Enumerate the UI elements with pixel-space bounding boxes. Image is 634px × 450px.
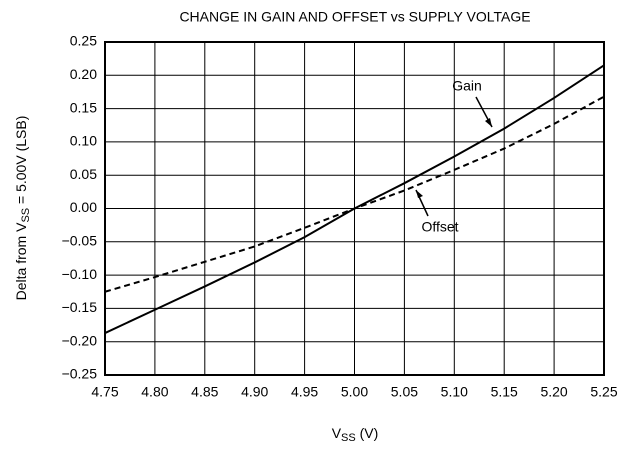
y-axis-label: Delta from VSS = 5.00V (LSB) xyxy=(13,116,32,301)
arrowhead xyxy=(485,118,492,127)
x-tick-label: 4.90 xyxy=(241,384,268,400)
y-tick-label: 0.00 xyxy=(70,199,97,215)
series-label: Gain xyxy=(452,78,482,94)
y-tick-label: 0.10 xyxy=(70,133,97,149)
x-tick-label: 5.00 xyxy=(341,384,368,400)
x-tick-label: 4.85 xyxy=(191,384,218,400)
y-label-sub: SS xyxy=(20,208,32,223)
y-tick-label: 0.15 xyxy=(70,99,97,115)
x-label-main: V xyxy=(332,425,342,441)
chart-title: CHANGE IN GAIN AND OFFSET vs SUPPLY VOLT… xyxy=(179,9,530,25)
arrowhead xyxy=(416,190,423,198)
x-tick-label: 5.10 xyxy=(441,384,468,400)
plot-frame xyxy=(104,41,605,376)
y-tick-label: 0.05 xyxy=(70,166,97,182)
x-tick-label: 4.75 xyxy=(91,384,118,400)
y-tick-label: −0.25 xyxy=(62,366,98,382)
y-label-main: Delta from V xyxy=(13,222,29,300)
x-tick-label: 5.15 xyxy=(491,384,518,400)
x-tick-label: 5.20 xyxy=(540,384,567,400)
x-axis-label: VSS (V) xyxy=(332,425,379,444)
y-tick-label: −0.10 xyxy=(62,266,98,282)
x-label-sub: SS xyxy=(341,432,356,444)
y-tick-label: −0.15 xyxy=(62,299,98,315)
y-tick-label: −0.20 xyxy=(62,332,98,348)
data-line xyxy=(104,95,605,293)
x-label-rest: (V) xyxy=(356,425,379,441)
y-tick-label: −0.05 xyxy=(62,233,98,249)
x-tick-label: 4.95 xyxy=(291,384,318,400)
y-tick-label: 0.20 xyxy=(70,66,97,82)
x-tick-label: 5.25 xyxy=(590,384,617,400)
y-label-rest: = 5.00V (LSB) xyxy=(13,116,29,208)
x-tick-label: 4.80 xyxy=(141,384,168,400)
x-tick-label: 5.05 xyxy=(391,384,418,400)
series-label: Offset xyxy=(421,219,458,235)
y-tick-label: 0.25 xyxy=(70,33,97,49)
